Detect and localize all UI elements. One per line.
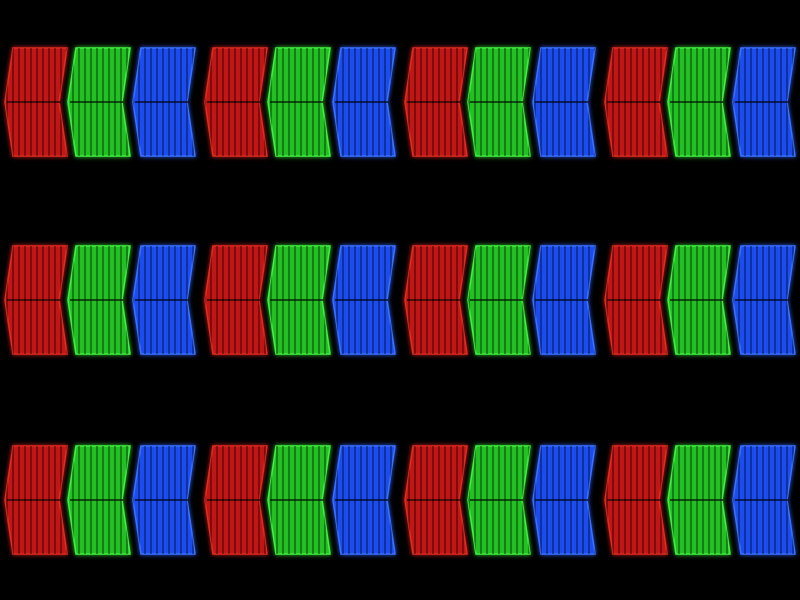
subpixel (532, 47, 596, 157)
subpixel (67, 245, 131, 355)
subpixel (604, 47, 668, 157)
subpixel (604, 445, 668, 555)
subpixel (332, 47, 396, 157)
subpixel (4, 47, 68, 157)
subpixel (4, 245, 68, 355)
subpixel (132, 445, 196, 555)
subpixel (404, 245, 468, 355)
subpixel (467, 445, 531, 555)
subpixel (467, 47, 531, 157)
subpixel (204, 47, 268, 157)
subpixel (332, 245, 396, 355)
subpixel (67, 47, 131, 157)
subpixel (332, 445, 396, 555)
subpixel (532, 445, 596, 555)
subpixel (732, 245, 796, 355)
subpixel (132, 47, 196, 157)
subpixel (267, 445, 331, 555)
subpixel (667, 445, 731, 555)
subpixel (732, 47, 796, 157)
subpixel (204, 445, 268, 555)
subpixel (67, 445, 131, 555)
subpixel (732, 445, 796, 555)
subpixel (404, 47, 468, 157)
subpixel (404, 445, 468, 555)
subpixel (604, 245, 668, 355)
subpixel (267, 245, 331, 355)
subpixel (4, 445, 68, 555)
subpixel (532, 245, 596, 355)
subpixel (267, 47, 331, 157)
subpixel (667, 245, 731, 355)
subpixel (667, 47, 731, 157)
subpixel (204, 245, 268, 355)
subpixel (132, 245, 196, 355)
subpixel (467, 245, 531, 355)
